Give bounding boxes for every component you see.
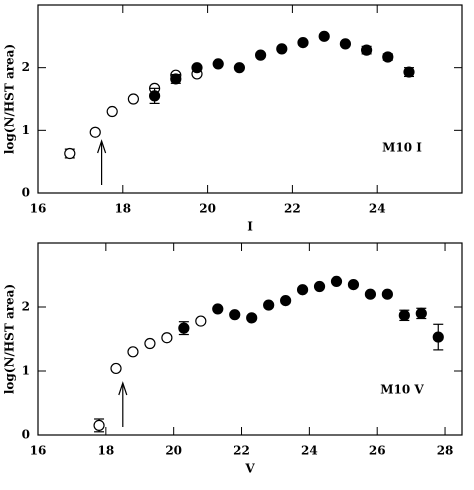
- x-axis-label: V: [244, 462, 255, 476]
- point: [144, 337, 156, 350]
- x-tick-label: 28: [437, 444, 454, 458]
- y-tick-label: 1: [22, 123, 30, 137]
- point: [318, 30, 330, 42]
- point: [339, 38, 351, 50]
- arrow-head: [97, 139, 107, 154]
- annotation: M10 I: [382, 141, 422, 155]
- point: [276, 43, 288, 55]
- x-tick-label: 26: [369, 444, 386, 458]
- point: [170, 73, 182, 85]
- point: [432, 331, 444, 343]
- point: [161, 332, 173, 344]
- point: [361, 44, 373, 56]
- x-tick-label: 18: [114, 202, 131, 216]
- point: [263, 299, 275, 311]
- point: [381, 288, 393, 300]
- y-tick-label: 1: [22, 364, 30, 378]
- point: [178, 322, 190, 334]
- point: [149, 90, 161, 102]
- point: [110, 362, 122, 375]
- y-tick-label: 0: [22, 428, 30, 442]
- point: [195, 315, 207, 327]
- y-axis-label: log(N/HST area): [3, 44, 17, 154]
- point: [403, 66, 415, 78]
- y-tick-label: 0: [22, 186, 30, 200]
- point: [313, 280, 326, 293]
- point: [64, 147, 76, 160]
- point: [93, 419, 105, 431]
- x-axis-label: I: [247, 220, 253, 234]
- point: [106, 105, 118, 118]
- x-tick-label: 16: [30, 202, 47, 216]
- x-tick-label: 20: [199, 202, 216, 216]
- point: [297, 36, 309, 49]
- x-tick-label: 16: [30, 444, 47, 458]
- x-tick-label: 22: [233, 444, 250, 458]
- point: [127, 346, 139, 358]
- point: [89, 126, 101, 138]
- point: [382, 51, 394, 63]
- point: [127, 93, 139, 105]
- x-tick-label: 18: [97, 444, 114, 458]
- point: [212, 303, 224, 315]
- point: [398, 309, 410, 321]
- arrow-head: [118, 381, 128, 396]
- point: [255, 49, 267, 61]
- x-tick-label: 24: [369, 202, 386, 216]
- point: [415, 307, 427, 319]
- point: [191, 62, 203, 74]
- y-axis-label: log(N/HST area): [3, 284, 17, 394]
- point: [233, 62, 245, 74]
- point: [280, 295, 292, 307]
- plot-frame: [37, 4, 463, 194]
- y-tick-label: 2: [22, 300, 30, 314]
- point: [364, 288, 377, 300]
- x-tick-label: 22: [284, 202, 301, 216]
- point: [347, 279, 360, 291]
- x-tick-label: 20: [165, 444, 182, 458]
- y-tick-label: 2: [22, 60, 30, 74]
- point: [296, 284, 309, 296]
- point: [330, 275, 343, 287]
- point: [246, 312, 258, 324]
- point: [212, 58, 224, 70]
- point: [229, 309, 241, 321]
- annotation: M10 V: [380, 383, 424, 397]
- plot-frame: [37, 242, 463, 436]
- x-tick-label: 24: [301, 444, 318, 458]
